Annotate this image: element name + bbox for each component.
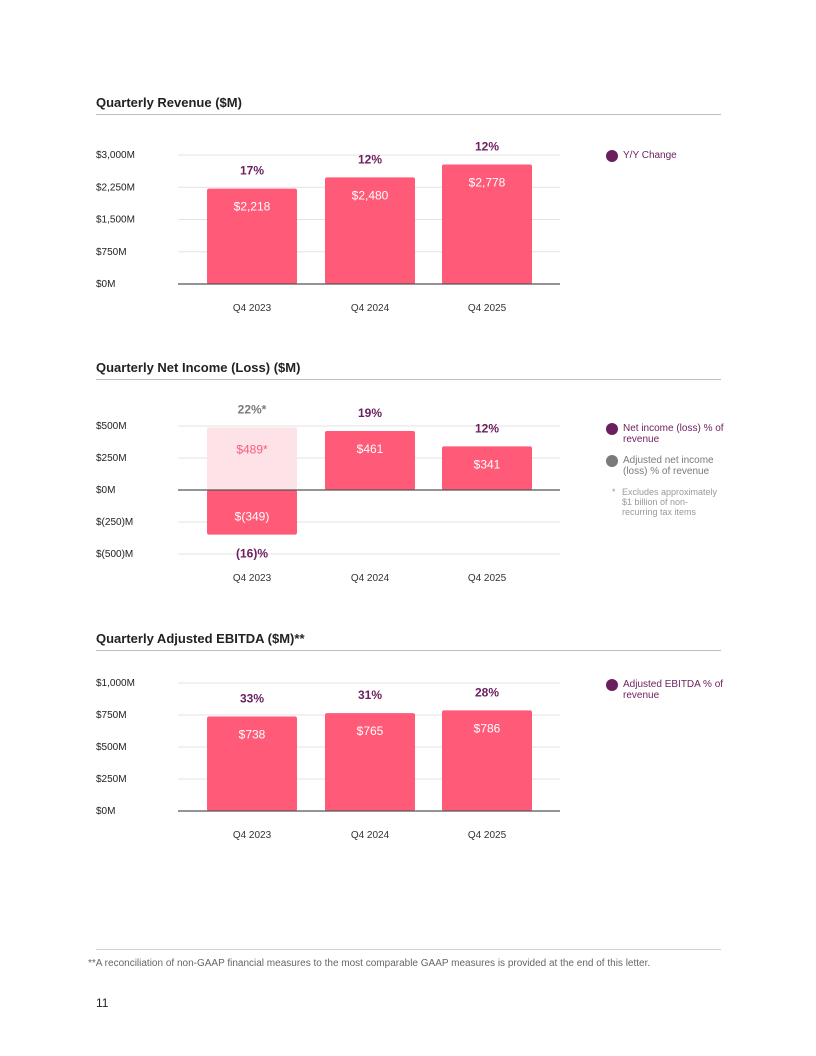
pct-label: 12% bbox=[475, 140, 499, 154]
bar bbox=[325, 177, 415, 284]
bar bbox=[325, 430, 415, 490]
revenue-chart: $0M $750M $1,500M $2,250M $3,000M $2,218 17% Q4… bbox=[96, 140, 560, 314]
bar-value-label: $765 bbox=[357, 724, 384, 738]
bar-value-label: $(349) bbox=[235, 510, 270, 524]
x-category-label: Q4 2024 bbox=[351, 830, 390, 841]
net-income-legend: Net income (loss) % of revenue Adjusted … bbox=[606, 423, 733, 517]
pct-label: 31% bbox=[358, 688, 382, 702]
bar bbox=[207, 716, 297, 811]
bar-value-label: $738 bbox=[239, 728, 266, 742]
footnote-text: Excludes approximately $1 billion of non… bbox=[622, 487, 718, 517]
y-tick-label: $500M bbox=[96, 421, 127, 432]
pct-label: 17% bbox=[240, 164, 264, 178]
ebitda-chart: $0M $250M $500M $750M $1,000M $738 33% Q4 2023 $… bbox=[96, 678, 560, 841]
bar bbox=[442, 164, 532, 284]
bar-value-label: $2,480 bbox=[352, 188, 389, 202]
y-tick-label: $2,250M bbox=[96, 182, 135, 193]
net-income-chart: $(500)M $(250)M $0M $250M $500M $489* 22%* $(34… bbox=[96, 402, 560, 584]
x-category-label: Q4 2025 bbox=[468, 303, 507, 314]
x-category-label: Q4 2024 bbox=[351, 303, 390, 314]
asterisk-mark: * bbox=[612, 487, 616, 497]
x-category-label: Q4 2025 bbox=[468, 573, 507, 584]
x-category-label: Q4 2023 bbox=[233, 573, 272, 584]
bar-value-label: $2,778 bbox=[469, 176, 506, 190]
y-tick-label: $(250)M bbox=[96, 517, 133, 528]
revenue-chart-title: Quarterly Revenue ($M) bbox=[96, 95, 721, 115]
legend-dot-icon bbox=[606, 423, 618, 435]
page-footnote: **A reconciliation of non-GAAP financial… bbox=[88, 949, 721, 969]
adjusted-pct-label: 22%* bbox=[238, 402, 267, 416]
y-tick-label: $0M bbox=[96, 279, 115, 290]
legend-label: Adjusted EBITDA % of revenue bbox=[623, 679, 724, 701]
y-tick-label: $750M bbox=[96, 247, 127, 258]
y-tick-label: $0M bbox=[96, 806, 115, 817]
page-number: 11 bbox=[96, 996, 109, 1010]
y-tick-label: $0M bbox=[96, 485, 115, 496]
net-income-chart-title: Quarterly Net Income (Loss) ($M) bbox=[96, 360, 721, 380]
legend-item-net-income: Net income (loss) % of revenue bbox=[606, 423, 733, 445]
y-tick-label: $1,000M bbox=[96, 678, 135, 689]
legend-dot-icon bbox=[606, 455, 618, 467]
legend-item-adjusted-ebitda: Adjusted EBITDA % of revenue bbox=[606, 679, 733, 701]
ebitda-chart-title: Quarterly Adjusted EBITDA ($M)** bbox=[96, 631, 721, 651]
pct-label: 12% bbox=[475, 421, 499, 435]
y-tick-label: $(500)M bbox=[96, 549, 133, 560]
legend-dot-icon bbox=[606, 150, 618, 162]
bar bbox=[442, 710, 532, 811]
adjusted-bar bbox=[207, 427, 297, 490]
y-tick-label: $500M bbox=[96, 742, 127, 753]
adjusted-bar-value-label: $489* bbox=[236, 442, 268, 456]
pct-label: 33% bbox=[240, 692, 264, 706]
legend-item-adjusted-net-income: Adjusted net income (loss) % of revenue bbox=[606, 455, 733, 477]
bar bbox=[442, 446, 532, 490]
bar bbox=[325, 713, 415, 811]
bar-value-label: $786 bbox=[474, 721, 501, 735]
legend-label: Y/Y Change bbox=[623, 150, 677, 161]
revenue-legend: Y/Y Change bbox=[606, 150, 733, 172]
y-tick-label: $1,500M bbox=[96, 215, 135, 226]
legend-label: Adjusted net income (loss) % of revenue bbox=[623, 455, 714, 477]
bar bbox=[207, 188, 297, 284]
pct-label: 12% bbox=[358, 152, 382, 166]
legend-item-yoy-change: Y/Y Change bbox=[606, 150, 733, 162]
x-category-label: Q4 2025 bbox=[468, 830, 507, 841]
x-category-label: Q4 2023 bbox=[233, 303, 272, 314]
y-tick-label: $3,000M bbox=[96, 150, 135, 161]
ebitda-legend: Adjusted EBITDA % of revenue bbox=[606, 679, 733, 711]
bar bbox=[207, 490, 297, 535]
y-tick-label: $250M bbox=[96, 774, 127, 785]
bar-value-label: $341 bbox=[474, 457, 501, 471]
pct-label: (16)% bbox=[236, 547, 268, 561]
pct-label: 28% bbox=[475, 685, 499, 699]
legend-dot-icon bbox=[606, 679, 618, 691]
pct-label: 19% bbox=[358, 406, 382, 420]
y-tick-label: $750M bbox=[96, 710, 127, 721]
net-income-footnote: * Excludes approximately $1 billion of n… bbox=[606, 487, 733, 517]
bar-value-label: $2,218 bbox=[234, 200, 271, 214]
bar-value-label: $461 bbox=[357, 442, 384, 456]
x-category-label: Q4 2023 bbox=[233, 830, 272, 841]
y-tick-label: $250M bbox=[96, 453, 127, 464]
legend-label: Net income (loss) % of revenue bbox=[623, 423, 724, 445]
x-category-label: Q4 2024 bbox=[351, 573, 390, 584]
